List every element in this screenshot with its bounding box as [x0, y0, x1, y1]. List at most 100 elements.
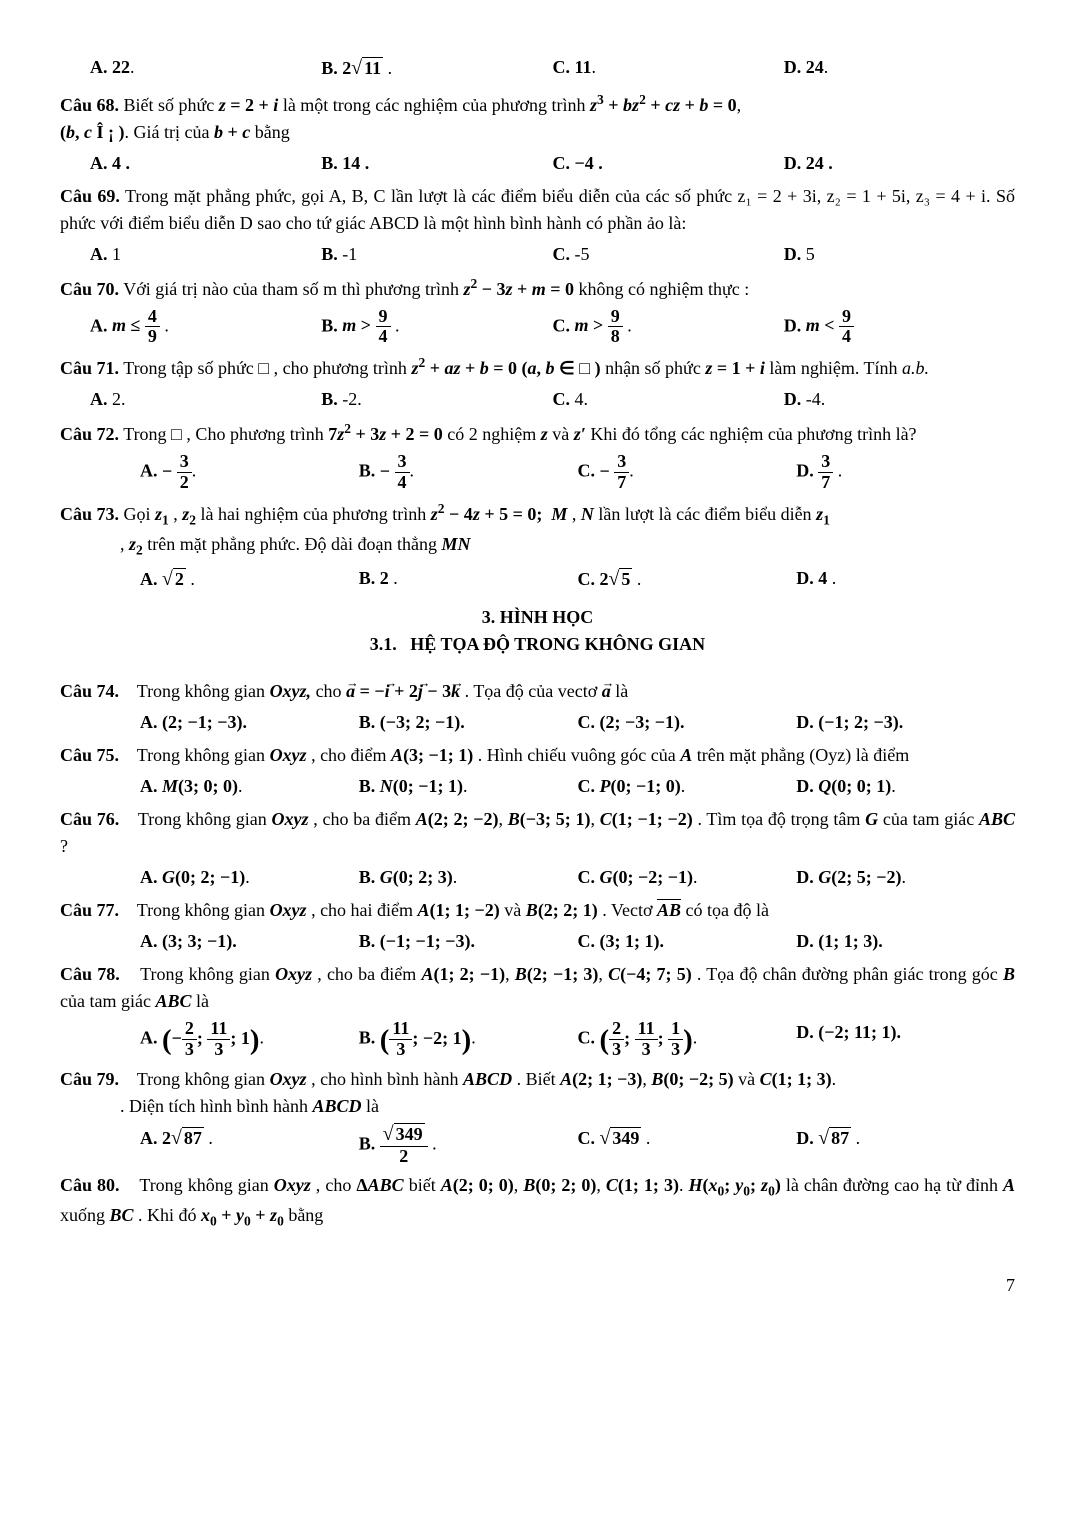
q75-t3: . Hình chiếu vuông góc của [478, 745, 680, 765]
q75-t1: Trong không gian [137, 745, 270, 765]
q70-t1: Với giá trị nào của tham số m thì phương… [123, 279, 463, 299]
q69-c: -5 [575, 244, 590, 264]
q73-t3: lần lượt là các điểm biểu diễn [598, 504, 816, 524]
q68-l2b: . Giá trị của [125, 122, 214, 142]
opt-c: C. 11. [553, 54, 784, 84]
q67-options: A. 22. B. 2√11 . C. 11. D. 24. [90, 54, 1015, 84]
q76: Câu 76. Trong không gian Oxyz , cho ba đ… [60, 806, 1015, 860]
q68-label: Câu 68. [60, 95, 119, 115]
q78-d: (−2; 11; 1). [818, 1022, 901, 1042]
q74-d: (−1; 2; −3). [818, 712, 903, 732]
q68-t3: , [737, 95, 742, 115]
q79: Câu 79. Trong không gian Oxyz , cho hình… [60, 1066, 1015, 1120]
q80-t2: , cho [316, 1175, 357, 1195]
q71-t1: Trong tập số phức □ , cho phương trình [123, 358, 411, 378]
q73: Câu 73. Gọi z1 , z2 là hai nghiệm của ph… [60, 499, 1015, 561]
q76-options: A. G(0; 2; −1). B. G(0; 2; 3). C. G(0; −… [140, 864, 1015, 891]
q74-a: (2; −1; −3). [162, 712, 247, 732]
q76-t3: . Tìm tọa độ trọng tâm [697, 809, 865, 829]
q80-t6: xuống [60, 1205, 110, 1225]
q69-label: Câu 69. [60, 186, 120, 206]
q75-t4: trên mặt phẳng (Oyz) là điểm [697, 745, 909, 765]
q72-label: Câu 72. [60, 424, 119, 444]
q74: Câu 74. Trong không gian Oxyz, cho a = −… [60, 678, 1015, 705]
q71-b: -2. [342, 389, 362, 409]
q73-t4: trên mặt phẳng phức. Độ dài đoạn thẳng [143, 534, 442, 554]
q77-t3: và [504, 900, 526, 920]
q79-t6: là [362, 1096, 380, 1116]
q77-a: (3; 3; −1). [162, 931, 237, 951]
q68-t2: là một trong các nghiệm của phương trình [283, 95, 590, 115]
q75-label: Câu 75. [60, 745, 119, 765]
q74-t2: cho [316, 681, 347, 701]
q74-options: A. (2; −1; −3). B. (−3; 2; −1). C. (2; −… [140, 709, 1015, 736]
q68-t1: Biết số phức [124, 95, 219, 115]
q74-t1: Trong không gian [137, 681, 270, 701]
q68: Câu 68. Biết số phức z = 2 + i là một tr… [60, 90, 1015, 119]
q80-t1: Trong không gian [139, 1175, 273, 1195]
q79-t5: . Diện tích hình bình hành [120, 1096, 312, 1116]
q78: Câu 78. Trong không gian Oxyz , cho ba đ… [60, 961, 1015, 1015]
q70: Câu 70. Với giá trị nào của tham số m th… [60, 274, 1015, 303]
opt-b: B. 2√11 . [321, 54, 552, 84]
q77-c: (3; 1; 1). [600, 931, 664, 951]
q72: Câu 72. Trong □ , Cho phương trình 7z2 +… [60, 419, 1015, 448]
q75-options: A. M(3; 0; 0). B. N(0; −1; 1). C. P(0; −… [140, 773, 1015, 800]
q74-label: Câu 74. [60, 681, 119, 701]
q80-t7: . Khi đó [138, 1205, 201, 1225]
q74-t4: là [615, 681, 628, 701]
q79-t4: và [738, 1069, 760, 1089]
q71: Câu 71. Trong tập số phức □ , cho phương… [60, 353, 1015, 382]
q77-t5: có tọa độ là [686, 900, 769, 920]
q76-t4: của tam giác [883, 809, 979, 829]
q78-options: A. (−23; 113; 1). B. (113; −2; 1). C. (2… [140, 1019, 1015, 1060]
q70-options: A. m ≤ 49 . B. m > 94 . C. m > 98 . D. m… [90, 307, 1015, 348]
q69-a: 1 [112, 244, 121, 264]
q78-t5: là [196, 991, 209, 1011]
q77-b: (−1; −1; −3). [380, 931, 475, 951]
q74-t3: . Tọa độ của vectơ [465, 681, 602, 701]
q72-t2: có 2 nghiệm [447, 424, 540, 444]
q68-l2d: bằng [250, 122, 290, 142]
q75: Câu 75. Trong không gian Oxyz , cho điểm… [60, 742, 1015, 769]
q68-b: 14 . [342, 153, 369, 173]
q78-t1: Trong không gian [140, 964, 275, 984]
q68-d: 24 . [806, 153, 833, 173]
q74-c: (2; −3; −1). [600, 712, 685, 732]
q68-c: −4 . [575, 153, 603, 173]
q70-label: Câu 70. [60, 279, 119, 299]
q72-t3: và [552, 424, 574, 444]
section-subtitle: 3.1. HỆ TỌA ĐỘ TRONG KHÔNG GIAN [60, 631, 1015, 658]
q69: Câu 69. Trong mặt phẳng phức, gọi A, B, … [60, 183, 1015, 237]
q79-label: Câu 79. [60, 1069, 119, 1089]
q77: Câu 77. Trong không gian Oxyz , cho hai … [60, 897, 1015, 924]
q77-options: A. (3; 3; −1). B. (−1; −1; −3). C. (3; 1… [140, 928, 1015, 955]
q80: Câu 80. Trong không gian Oxyz , cho ΔABC… [60, 1172, 1015, 1232]
q71-c: 4. [575, 389, 589, 409]
q80-label: Câu 80. [60, 1175, 120, 1195]
q80-t3: biết [409, 1175, 441, 1195]
q71-a: 2. [112, 389, 126, 409]
q71-label: Câu 71. [60, 358, 119, 378]
opt-d: D. 24. [784, 54, 1015, 84]
q68-line2: (b, c Î ¡ ). Giá trị của b + c bằng [60, 119, 1015, 146]
q73-t1: Gọi [124, 504, 156, 524]
section-title: 3. HÌNH HỌC [60, 604, 1015, 631]
q73-options: A. √2 . B. 2 . C. 2√5 . D. 4 . [140, 565, 1015, 595]
q68-options: A. 4 . B. 14 . C. −4 . D. 24 . [90, 150, 1015, 177]
q69-options: A. 1 B. -1 C. -5 D. 5 [90, 241, 1015, 268]
q69-text: Trong mặt phẳng phức, gọi A, B, C lần lư… [60, 186, 1015, 233]
q72-options: A. − 32. B. − 34. C. − 37. D. 37 . [140, 452, 1015, 493]
q70-t2: không có nghiệm thực : [579, 279, 750, 299]
q72-t4: Khi đó tổng các nghiệm của phương trình … [590, 424, 916, 444]
q76-t1: Trong không gian [138, 809, 272, 829]
q71-t2: nhận số phức [605, 358, 705, 378]
q72-t1: Trong □ , Cho phương trình [123, 424, 328, 444]
q80-t8: bằng [288, 1205, 323, 1225]
q77-t1: Trong không gian [137, 900, 270, 920]
q77-t4: . Vectơ [602, 900, 657, 920]
q79-t2: , cho hình bình hành [311, 1069, 463, 1089]
q73-label: Câu 73. [60, 504, 119, 524]
q77-label: Câu 77. [60, 900, 119, 920]
q79-t3: . Biết [517, 1069, 561, 1089]
